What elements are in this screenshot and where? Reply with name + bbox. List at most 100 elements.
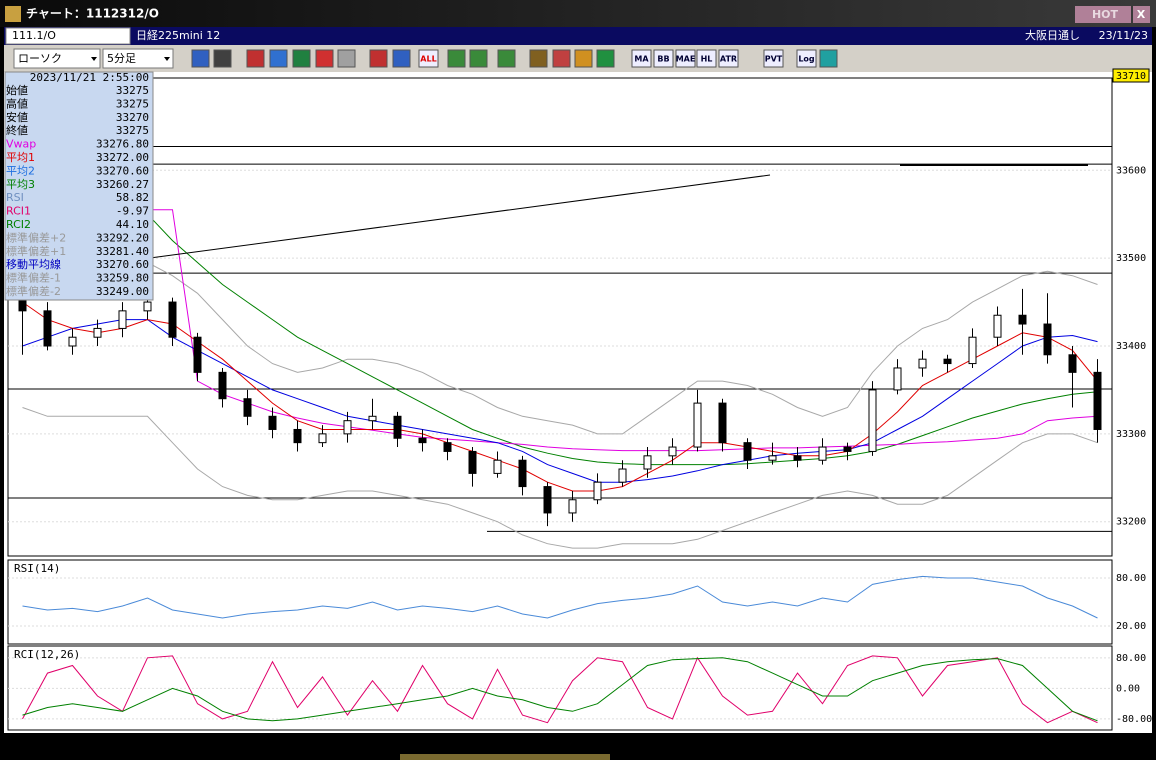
tool-icon[interactable] <box>596 49 615 68</box>
tool-button-label[interactable]: HL <box>701 55 713 64</box>
candle-body <box>343 420 352 435</box>
tool-button[interactable] <box>696 49 717 68</box>
candle-body <box>193 336 202 373</box>
candle-body <box>968 336 977 365</box>
tool-icon[interactable] <box>191 49 210 68</box>
info-value: 33259.80 <box>96 272 149 285</box>
candle-body <box>1018 314 1027 325</box>
y-tick-label: 80.00 <box>1116 573 1146 584</box>
info-label: 標準偏差+2 <box>6 230 66 244</box>
x-axis-strip <box>4 733 1152 756</box>
tool-button[interactable] <box>718 49 739 68</box>
tool-button[interactable] <box>418 49 439 68</box>
candle-body <box>618 468 627 483</box>
info-label: RCI2 <box>6 218 31 231</box>
candle-body <box>68 336 77 347</box>
info-value: 33272.00 <box>96 151 149 164</box>
candle-body <box>1068 354 1077 373</box>
tool-icon[interactable] <box>315 49 334 68</box>
candle-body <box>443 442 452 452</box>
tool-icon[interactable] <box>392 49 411 68</box>
info-label: 標準偏差-1 <box>6 271 61 285</box>
tool-icon[interactable] <box>337 49 356 68</box>
indicator-line <box>22 240 1098 435</box>
chart-area <box>4 72 1152 733</box>
candle-body <box>43 310 52 347</box>
tool-icon[interactable] <box>369 49 388 68</box>
tool-button-label[interactable]: BB <box>657 55 669 64</box>
info-value: -9.97 <box>116 205 149 218</box>
y-tick-label: -80.00 <box>1116 714 1152 725</box>
candle-body <box>118 310 127 329</box>
info-value: 33260.27 <box>96 178 149 191</box>
indicator-line <box>22 575 1098 619</box>
period[interactable]: 5分足 <box>107 52 136 65</box>
info-value: 33276.80 <box>96 138 149 151</box>
tool-button[interactable] <box>631 49 652 68</box>
scrollbar[interactable] <box>400 754 610 760</box>
info-label: 始値 <box>6 83 28 97</box>
tool-button[interactable] <box>675 49 696 68</box>
tool-button[interactable] <box>796 49 817 68</box>
tool-button-label[interactable]: MA <box>634 55 649 64</box>
info-label: 安値 <box>6 110 28 124</box>
info-value: 33275 <box>116 124 149 137</box>
candle-body <box>743 442 752 461</box>
candle-body <box>368 415 377 422</box>
tool-icon[interactable] <box>469 49 488 68</box>
candle-body <box>543 486 552 514</box>
symbol[interactable]: 111.1/O <box>12 29 56 42</box>
trend-line <box>149 174 771 259</box>
candle-body <box>1043 323 1052 356</box>
tool-icon[interactable] <box>447 49 466 68</box>
period-select[interactable] <box>102 48 174 69</box>
tool-icon[interactable] <box>552 49 571 68</box>
hot-button[interactable] <box>1075 6 1131 23</box>
tool-icon[interactable] <box>529 49 548 68</box>
info-datetime: 2023/11/21 2:55:00 <box>30 71 149 84</box>
candle-body <box>293 428 302 444</box>
indicator-line <box>22 319 1098 483</box>
tool-icon[interactable] <box>213 49 232 68</box>
close-button[interactable] <box>1133 6 1150 23</box>
tool-icon[interactable] <box>819 49 838 68</box>
chart-type[interactable]: ローソク <box>18 52 62 65</box>
tool-icon[interactable] <box>269 49 288 68</box>
tool-button-label[interactable]: PVT <box>765 55 783 64</box>
tool-button[interactable] <box>653 49 674 68</box>
tool-button-label[interactable]: Log <box>798 55 815 64</box>
candle-body <box>493 459 502 474</box>
tool-button-label[interactable]: MAE <box>676 55 696 64</box>
candle-body <box>168 301 177 338</box>
indicator-line <box>22 204 1098 466</box>
candle-body <box>418 437 427 444</box>
indicator-line <box>22 301 1098 492</box>
tool-button-label[interactable]: ALL <box>420 55 436 64</box>
info-label: 終値 <box>6 123 28 137</box>
chart-type-select[interactable] <box>13 48 101 69</box>
candle-body <box>993 314 1002 338</box>
title-bar <box>0 0 1156 27</box>
info-value: 33292.20 <box>96 231 149 244</box>
symbol-box[interactable] <box>5 27 131 45</box>
info-label: 標準偏差-2 <box>6 284 61 298</box>
tool-button-label[interactable]: ATR <box>720 55 737 64</box>
indicator-line <box>22 655 1098 724</box>
candle-body <box>943 358 952 365</box>
tool-icon[interactable] <box>292 49 311 68</box>
candle-body <box>843 446 852 452</box>
tool-icon[interactable] <box>497 49 516 68</box>
tool-icon[interactable] <box>574 49 593 68</box>
y-tick-label: 33500 <box>1116 253 1146 264</box>
close-label[interactable]: X <box>1137 8 1146 21</box>
info-label: 平均2 <box>6 164 35 177</box>
candle-body <box>668 446 677 457</box>
hot-label[interactable]: HOT <box>1092 8 1119 21</box>
tool-icon[interactable] <box>246 49 265 68</box>
candle-body <box>718 402 727 444</box>
info-value: 33249.00 <box>96 285 149 298</box>
tool-button[interactable] <box>763 49 784 68</box>
y-tick-label: 33200 <box>1116 517 1146 528</box>
last-price-box <box>1112 68 1150 83</box>
